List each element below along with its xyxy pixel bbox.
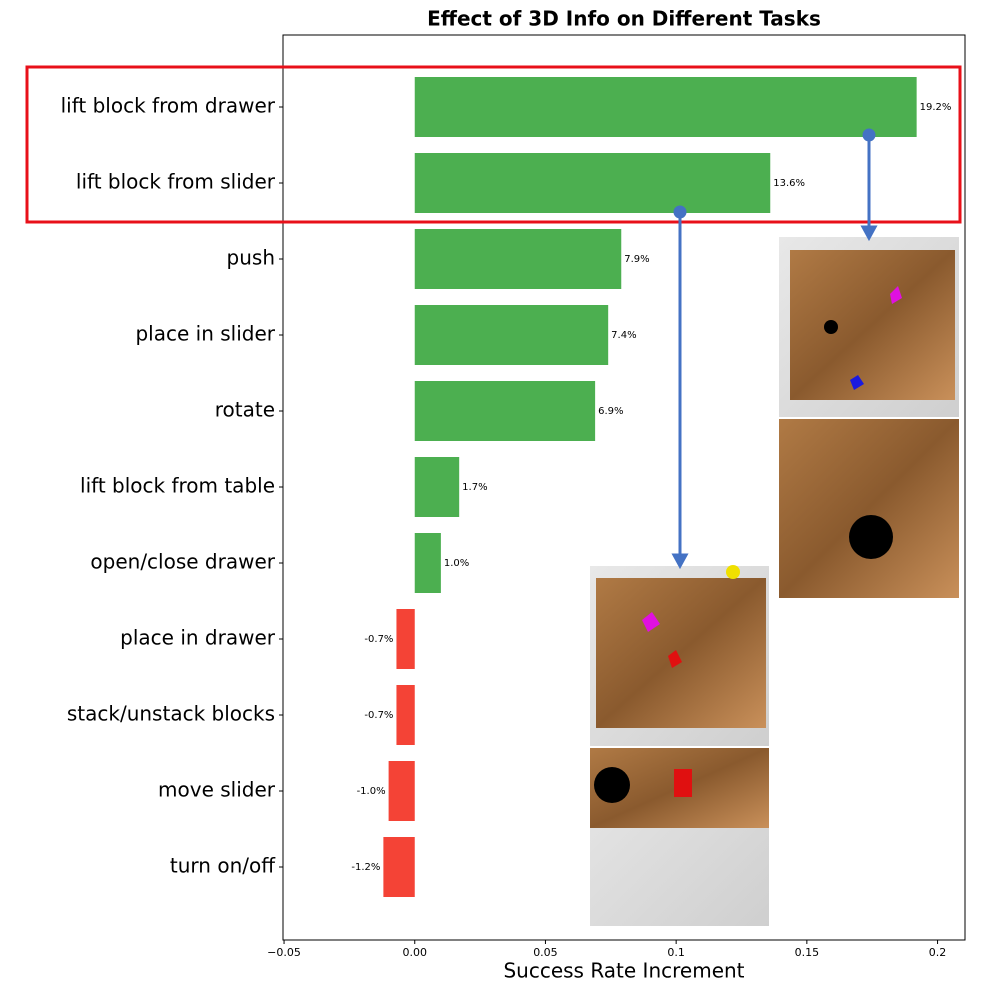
y-tick-label: push	[227, 246, 275, 270]
y-tick-label: place in drawer	[120, 626, 276, 650]
bar	[414, 381, 596, 441]
bar	[396, 685, 415, 745]
value-label: 7.4%	[611, 330, 636, 341]
value-label: -0.7%	[364, 634, 393, 645]
highlight-box	[25, 65, 962, 224]
bar	[383, 837, 415, 897]
y-tick-label: turn on/off	[170, 854, 276, 878]
value-label: -1.2%	[351, 862, 380, 873]
x-tick-label: 0.15	[795, 946, 820, 959]
value-label: 19.2%	[920, 102, 952, 113]
x-tick-label: −0.05	[267, 946, 301, 959]
value-label: 1.7%	[462, 482, 487, 493]
value-label: -1.0%	[357, 786, 386, 797]
x-axis-label: Success Rate Increment	[503, 959, 744, 983]
bar	[396, 609, 415, 669]
y-tick-label: lift block from table	[80, 474, 275, 498]
bar	[414, 77, 917, 137]
y-tick-label: rotate	[215, 398, 275, 422]
y-tick-label: place in slider	[135, 322, 275, 346]
y-tick-label: lift block from slider	[76, 170, 276, 194]
bar	[388, 761, 415, 821]
value-label: -0.7%	[364, 710, 393, 721]
y-tick-label: lift block from drawer	[61, 94, 276, 118]
x-tick-label: 0.05	[533, 946, 558, 959]
value-label: 7.9%	[624, 254, 649, 265]
y-tick-label: move slider	[158, 778, 276, 802]
y-tick-label: stack/unstack blocks	[67, 702, 275, 726]
chart-title: Effect of 3D Info on Different Tasks	[427, 7, 821, 31]
bar	[414, 457, 460, 517]
value-label: 1.0%	[444, 558, 469, 569]
bar	[414, 229, 622, 289]
value-label: 13.6%	[773, 178, 805, 189]
bar	[414, 305, 609, 365]
bar	[414, 153, 771, 213]
y-tick-label: open/close drawer	[90, 550, 275, 574]
scene-image-1	[779, 237, 959, 598]
arrows	[671, 128, 878, 570]
bar	[414, 533, 441, 593]
x-tick-label: 0.1	[667, 946, 685, 959]
x-tick-label: 0.2	[929, 946, 947, 959]
x-tick-label: 0.00	[402, 946, 427, 959]
value-label: 6.9%	[598, 406, 623, 417]
scene-image-2	[590, 565, 769, 926]
